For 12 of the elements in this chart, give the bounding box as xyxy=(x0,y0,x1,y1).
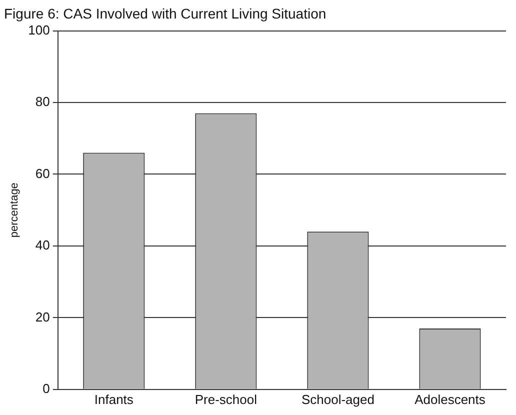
y-tick-label: 40 xyxy=(35,238,50,253)
y-tick-label: 20 xyxy=(35,309,50,324)
y-tick-label: 100 xyxy=(28,22,50,38)
y-tick-label: 0 xyxy=(42,380,50,396)
chart-title: Figure 6: CAS Involved with Current Living Situation xyxy=(4,5,326,22)
y-tick-label: 80 xyxy=(35,94,50,110)
x-tick-label: Adolescents xyxy=(414,392,486,407)
x-tick-label: Pre-school xyxy=(194,392,258,407)
x-tick-label: School-aged xyxy=(301,392,374,407)
y-tick-label: 60 xyxy=(35,166,50,181)
y-axis-title: percentage xyxy=(8,182,21,238)
x-tick-label: Infants xyxy=(94,392,134,407)
